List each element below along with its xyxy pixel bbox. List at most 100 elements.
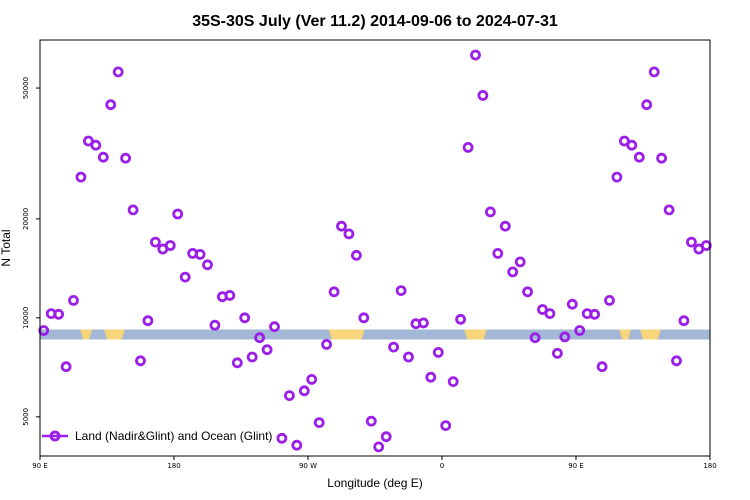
data-point	[321, 338, 333, 350]
data-point	[403, 351, 414, 363]
data-point	[514, 256, 526, 268]
data-point	[611, 171, 623, 183]
data-point	[686, 236, 697, 248]
data-point	[365, 415, 377, 427]
y-tick-label: 5000	[22, 408, 30, 426]
data-point	[105, 99, 117, 111]
data-point	[619, 135, 630, 147]
x-tick-label: 180	[703, 462, 716, 470]
data-point	[135, 355, 146, 367]
data-point	[254, 332, 266, 344]
data-point	[373, 441, 385, 453]
data-point	[149, 236, 161, 248]
land-band-segment	[80, 329, 93, 340]
data-point	[648, 66, 660, 78]
data-point	[633, 151, 645, 163]
data-point	[388, 341, 400, 353]
data-point	[507, 266, 519, 278]
data-point	[269, 321, 280, 333]
data-point	[97, 151, 109, 163]
data-point	[484, 206, 496, 218]
data-point	[164, 240, 176, 251]
data-point	[596, 361, 608, 373]
data-point	[678, 315, 690, 327]
data-point	[194, 248, 206, 260]
data-point	[246, 351, 258, 363]
y-axis-label: N Total	[0, 229, 13, 266]
data-point	[425, 371, 437, 383]
x-tick-label: 0	[440, 462, 444, 470]
land-band-segment	[619, 329, 632, 340]
data-point	[671, 355, 682, 367]
data-point	[656, 152, 667, 164]
data-point	[261, 344, 273, 356]
data-point	[60, 361, 72, 373]
y-tick-label: 10000	[22, 307, 30, 329]
legend-label: Land (Nadir&Glint) and Ocean (Glint)	[75, 429, 272, 443]
data-point	[283, 390, 295, 402]
land-band-segment	[104, 329, 125, 340]
data-point	[75, 171, 87, 183]
data-point	[417, 317, 429, 329]
data-point	[432, 346, 444, 358]
data-point	[589, 308, 600, 320]
data-point	[343, 228, 355, 240]
data-point	[477, 90, 489, 101]
legend: Land (Nadir&Glint) and Ocean (Glint)	[42, 429, 272, 443]
data-point	[700, 240, 712, 251]
data-point	[298, 385, 310, 397]
data-point	[604, 294, 615, 306]
chart-title: 35S-30S July (Ver 11.2) 2014-09-06 to 20…	[192, 13, 558, 30]
data-point	[209, 319, 221, 331]
data-point	[328, 286, 340, 298]
data-point	[112, 66, 124, 78]
data-point	[239, 312, 251, 324]
data-point	[83, 135, 94, 147]
data-point	[626, 139, 638, 151]
data-point	[336, 220, 347, 232]
data-point	[68, 294, 79, 306]
land-band-segment	[640, 329, 661, 340]
data-point	[544, 308, 556, 320]
data-point	[172, 208, 184, 220]
data-point	[313, 417, 325, 429]
data-point	[224, 289, 236, 301]
data-point	[306, 373, 318, 385]
data-point	[358, 312, 370, 324]
data-point	[574, 325, 586, 336]
data-point	[455, 313, 467, 325]
data-point	[559, 331, 571, 343]
data-point	[663, 204, 675, 216]
data-point	[566, 298, 578, 310]
x-tick-label: 180	[167, 462, 180, 470]
data-point	[380, 431, 392, 443]
data-point	[470, 49, 481, 61]
plot-frame	[39, 39, 711, 457]
y-tick-label: 20000	[22, 208, 30, 230]
land-band-segment	[328, 329, 365, 340]
land-band-segment	[464, 329, 487, 340]
data-point	[120, 152, 131, 164]
data-point	[492, 247, 504, 259]
data-point	[462, 141, 474, 153]
data-point	[522, 286, 533, 298]
data-point	[440, 420, 452, 432]
data-point	[552, 347, 563, 359]
data-point	[202, 259, 213, 271]
data-point	[350, 249, 362, 261]
y-tick-label: 50000	[22, 77, 30, 99]
x-tick-label: 90 W	[299, 462, 317, 470]
data-point	[90, 139, 102, 151]
surface-band	[40, 329, 710, 340]
y-axis: 5000 10000 20000 50000	[22, 77, 40, 426]
data-series-points	[38, 49, 712, 453]
data-point	[179, 271, 191, 283]
ocean-band	[40, 329, 710, 340]
data-point	[142, 315, 154, 327]
legend-marker	[49, 430, 61, 442]
data-point	[53, 308, 64, 320]
x-tick-label: 90 E	[32, 462, 48, 470]
data-point	[499, 220, 511, 232]
x-tick-label: 90 E	[568, 462, 584, 470]
